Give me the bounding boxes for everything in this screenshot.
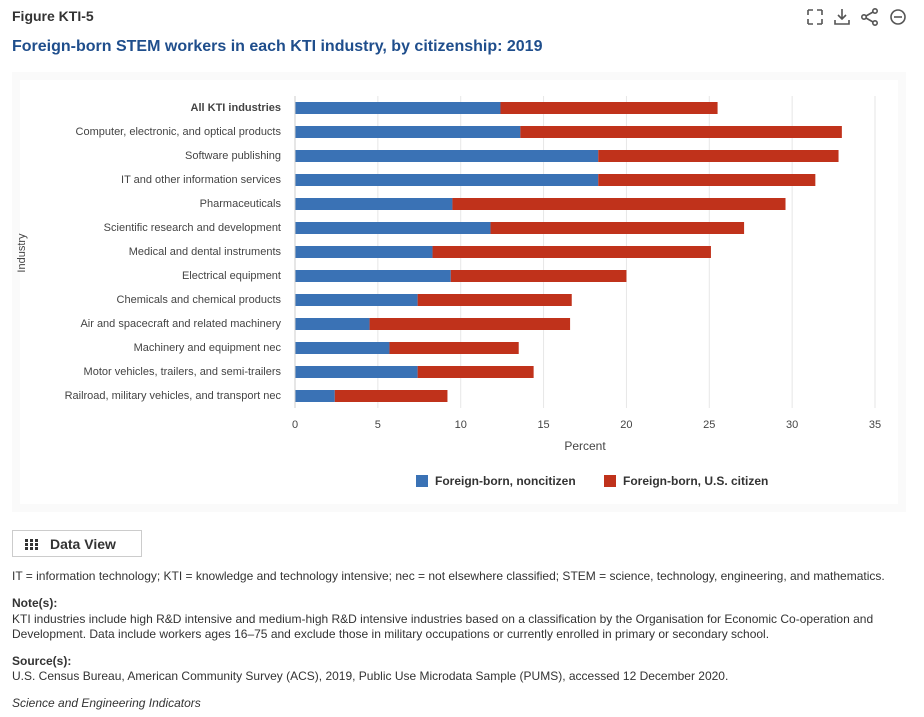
bar-segment bbox=[295, 126, 521, 138]
y-tick-label: All KTI industries bbox=[191, 102, 281, 114]
x-tick-label: 0 bbox=[292, 419, 298, 431]
x-tick-label: 25 bbox=[703, 419, 715, 431]
button-label: Data View bbox=[50, 535, 116, 552]
x-tick-label: 30 bbox=[786, 419, 798, 431]
bar-segment bbox=[295, 390, 335, 402]
bar-segment bbox=[520, 126, 842, 138]
bar-segment bbox=[295, 318, 370, 330]
bar-segment bbox=[450, 270, 627, 282]
abbreviations: IT = information technology; KTI = knowl… bbox=[12, 569, 885, 583]
y-tick-label: Electrical equipment bbox=[182, 270, 281, 282]
bar-segment bbox=[295, 342, 390, 354]
download-icon[interactable] bbox=[834, 9, 850, 25]
collapse-icon[interactable] bbox=[890, 9, 906, 25]
bar-segment bbox=[295, 102, 501, 114]
bar-segment bbox=[295, 174, 599, 186]
bar-segment bbox=[295, 150, 599, 162]
sources-heading: Source(s): bbox=[12, 654, 72, 668]
legend-label: Foreign-born, noncitizen bbox=[435, 474, 576, 488]
x-tick-label: 5 bbox=[375, 419, 381, 431]
bar-segment bbox=[500, 102, 718, 114]
bar-segment bbox=[598, 174, 816, 186]
x-tick-label: 35 bbox=[869, 419, 881, 431]
y-tick-label: IT and other information services bbox=[121, 174, 281, 186]
y-tick-label: Motor vehicles, trailers, and semi-trail… bbox=[84, 366, 282, 378]
toolbar[interactable] bbox=[807, 8, 906, 26]
y-axis-title: Industry bbox=[16, 233, 28, 273]
y-tick-label: Machinery and equipment nec bbox=[134, 342, 282, 354]
data-view-button[interactable]: Data View bbox=[12, 530, 142, 557]
y-tick-label: Air and spacecraft and related machinery bbox=[80, 318, 281, 330]
notes-heading: Note(s): bbox=[12, 596, 58, 610]
bar-segment bbox=[334, 390, 448, 402]
bar-segment bbox=[417, 366, 534, 378]
bar-segment bbox=[295, 198, 453, 210]
y-tick-label: Software publishing bbox=[185, 150, 281, 162]
legend-swatch bbox=[416, 475, 428, 487]
figure-title: Foreign-born STEM workers in each KTI in… bbox=[12, 38, 543, 55]
y-tick-label: Chemicals and chemical products bbox=[117, 294, 282, 306]
y-tick-label: Medical and dental instruments bbox=[129, 246, 282, 258]
legend-swatch bbox=[604, 475, 616, 487]
x-tick-label: 20 bbox=[620, 419, 632, 431]
bar-segment bbox=[295, 222, 491, 234]
sources-text: U.S. Census Bureau, American Community S… bbox=[12, 669, 729, 683]
notes-text: KTI industries include high R&D intensiv… bbox=[12, 612, 874, 641]
bar-segment bbox=[389, 342, 519, 354]
bar-segment bbox=[369, 318, 571, 330]
x-tick-label: 15 bbox=[537, 419, 549, 431]
bar-segment bbox=[295, 270, 451, 282]
y-tick-label: Computer, electronic, and optical produc… bbox=[76, 126, 282, 138]
bar-segment bbox=[417, 294, 572, 306]
bar-segment bbox=[452, 198, 786, 210]
bar-segment bbox=[432, 246, 711, 258]
figure-label: Figure KTI-5 bbox=[12, 8, 94, 24]
expand-icon[interactable] bbox=[807, 9, 823, 25]
x-tick-label: 10 bbox=[455, 419, 467, 431]
y-tick-label: Scientific research and development bbox=[104, 222, 281, 234]
bar-segment bbox=[598, 150, 839, 162]
publication: Science and Engineering Indicators bbox=[12, 696, 201, 710]
y-tick-label: Railroad, military vehicles, and transpo… bbox=[65, 390, 282, 402]
legend-label: Foreign-born, U.S. citizen bbox=[623, 474, 768, 488]
y-tick-label: Pharmaceuticals bbox=[200, 198, 282, 210]
chart-area bbox=[20, 80, 898, 504]
bar-segment bbox=[295, 294, 418, 306]
bar-segment bbox=[295, 366, 418, 378]
bar-segment bbox=[295, 246, 433, 258]
bar-segment bbox=[490, 222, 745, 234]
x-axis-title: Percent bbox=[564, 439, 606, 453]
grid-icon bbox=[25, 539, 38, 550]
share-icon[interactable] bbox=[860, 8, 878, 26]
